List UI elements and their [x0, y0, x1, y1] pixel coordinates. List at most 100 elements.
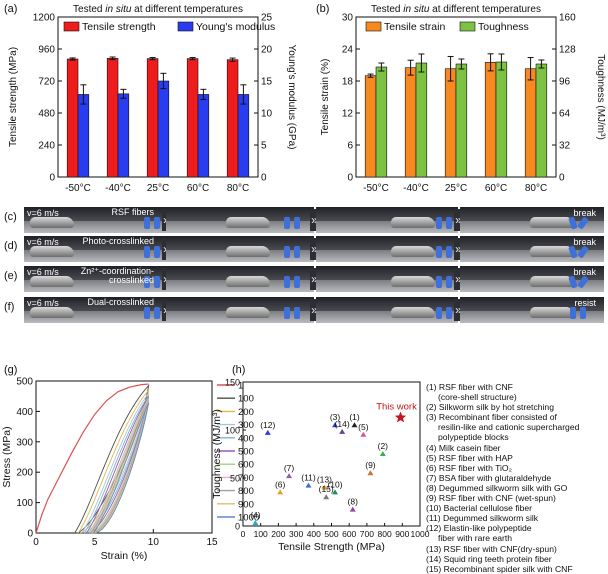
fiber-type-caption: Photo-crosslinked [82, 236, 154, 246]
bar-series1 [66, 58, 79, 178]
bar-series2 [415, 62, 428, 178]
this-work-star [394, 411, 407, 423]
legend-swatch [177, 21, 194, 32]
bar-series2 [117, 93, 130, 178]
bar-series1 [444, 68, 457, 178]
point-label: (3) [330, 412, 341, 422]
fiber-post [436, 276, 442, 288]
reference-item: fiber with rare earth [438, 533, 513, 544]
title-prefix: Tested [371, 4, 403, 15]
y-axis-label: Stress (MPa) [1, 426, 13, 487]
x-tick-label: 100 [254, 529, 268, 539]
legend-swatch [459, 21, 476, 32]
x-axis-label: Tensile Strength (MPa) [278, 541, 385, 553]
data-point [252, 520, 259, 526]
x-tick-label: 25°C [445, 183, 467, 194]
x-axis-label: Strain (%) [101, 550, 148, 562]
toy-car [226, 246, 270, 257]
reference-item: (8) Degummed silkworm silk with GO [426, 482, 568, 493]
x-tick-label: 10 [148, 537, 160, 548]
frame-sequence-arrow: » [454, 209, 463, 231]
legend-label: 1000 [238, 513, 259, 524]
toy-car [530, 307, 574, 318]
fiber-type-caption: Zn²⁺-coordination-crosslinked [80, 266, 154, 285]
y-tick-label: 1200 [33, 13, 56, 24]
result-label: break [573, 208, 596, 218]
video-frame [316, 297, 458, 323]
bar-series1 [404, 67, 417, 178]
fiber-post [284, 217, 290, 229]
reference-item: (core-shell structure) [438, 392, 517, 403]
point-label: (1) [349, 412, 360, 422]
reference-item: (7) BSA fiber with glutaraldehyde [426, 472, 552, 483]
cycle-curve-2 [74, 384, 150, 534]
x-tick-label: 60°C [187, 183, 209, 194]
video-frame [166, 266, 314, 292]
frame-sequence-arrow: » [310, 238, 319, 260]
y2-tick-label: 128 [559, 45, 576, 56]
toy-car [30, 307, 74, 318]
y-tick-label: 0 [347, 173, 353, 184]
fiber-post [436, 307, 442, 319]
fiber-post [446, 246, 452, 258]
reference-item: (2) Silkworm silk by hot stretching [426, 402, 554, 413]
toy-car [391, 307, 435, 318]
bar-series1 [364, 75, 377, 178]
legend-label: 600 [238, 460, 254, 471]
point-label: (13) [317, 475, 332, 485]
toy-car [391, 217, 435, 228]
reference-list: (1) RSF fiber with CNF (core-shell struct… [426, 382, 608, 574]
frame-sequence-arrow: » [310, 209, 319, 231]
y-tick-label: 100 [16, 498, 33, 509]
toy-car [30, 276, 74, 287]
fiber-post [294, 217, 300, 229]
y-tick-label: 100 [225, 426, 240, 436]
filmstrip-panel-label: (d) [4, 240, 18, 252]
fiber-post [144, 246, 150, 258]
frame-floor [316, 311, 458, 323]
toy-car [530, 276, 574, 287]
fiber-post [294, 307, 300, 319]
x-tick-label: 500 [324, 529, 338, 539]
x-tick-label: 80°C [525, 183, 547, 194]
x-tick-label: 700 [360, 529, 374, 539]
reference-item: (9) RSF fiber with CNF (wet-spun) [426, 493, 556, 504]
bar-series2 [535, 63, 548, 178]
bar-series1 [146, 58, 159, 178]
bar-series2 [157, 80, 170, 178]
point-label: (14) [335, 419, 350, 429]
bar-series1 [226, 59, 239, 178]
toy-car [30, 246, 74, 257]
y2-tick-label: 0 [261, 173, 267, 184]
x-tick-label: -40°C [403, 183, 429, 194]
toy-car [391, 246, 435, 257]
data-point [367, 470, 374, 476]
y-tick-label: 0 [235, 522, 240, 532]
video-frame [316, 266, 458, 292]
reference-item: (13) RSF fiber with CNF(dry-spun) [426, 543, 557, 554]
x-tick-label: -50°C [65, 183, 91, 194]
y2-tick-label: 15 [261, 77, 273, 88]
data-point [349, 506, 356, 512]
video-frame: v=6 m/s Dual-crosslinked [24, 297, 166, 323]
y-tick-label: 480 [38, 109, 55, 120]
point-label: (11) [301, 473, 316, 483]
fiber-post [284, 276, 290, 288]
frame-floor [316, 280, 458, 292]
plot-frame [242, 381, 421, 527]
fiber-post [436, 246, 442, 258]
y2-axis-label: Toughness (MJ/m³) [595, 54, 606, 140]
panel-label: (g) [4, 364, 17, 376]
video-frame: v=6 m/s RSF fibers [24, 207, 166, 233]
legend-label: Toughness [478, 21, 529, 33]
x-tick-label: 800 [378, 529, 392, 539]
legend-label: 900 [238, 499, 254, 510]
fiber-type-caption: Dual-crosslinked [87, 297, 154, 307]
bar-series2 [375, 66, 388, 178]
frame-floor [24, 280, 166, 292]
bar-series2 [455, 63, 468, 178]
fiber-post [294, 276, 300, 288]
x-tick-label: -50°C [363, 183, 389, 194]
bar-series2 [197, 94, 210, 178]
reference-item: (12) Elastin-like polypeptide [426, 523, 532, 534]
